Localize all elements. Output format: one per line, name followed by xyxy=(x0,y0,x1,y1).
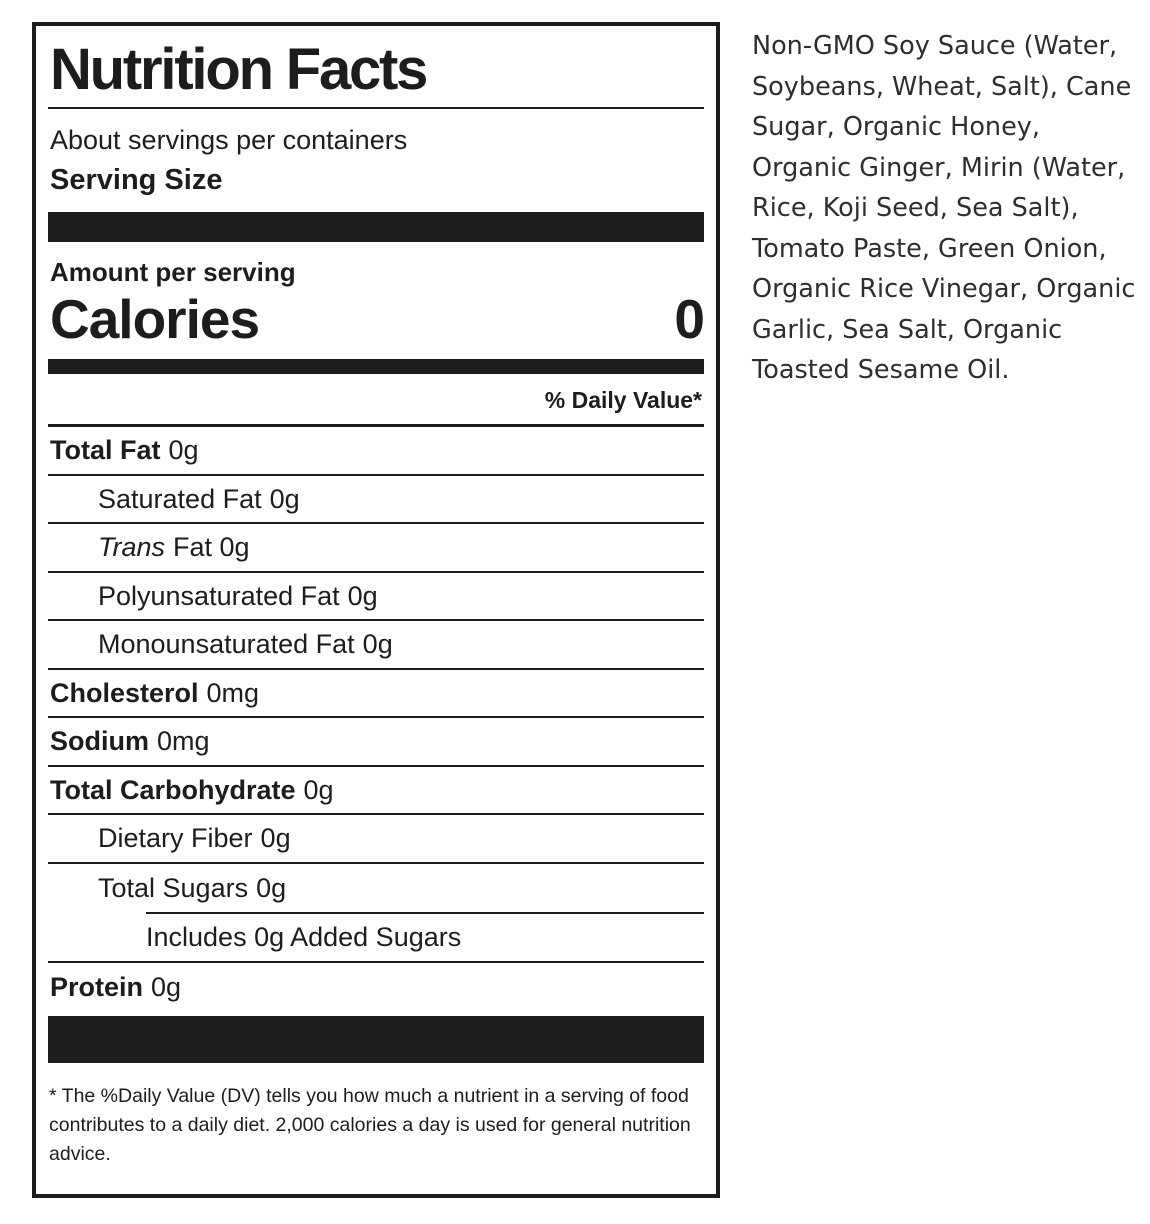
nutrient-name: Cholesterol xyxy=(50,677,199,708)
nutrient-value: 0mg xyxy=(157,726,210,757)
calories-value: 0 xyxy=(674,288,705,351)
nutrient-value: 0g xyxy=(256,872,287,903)
row-total-sugars: Total Sugars 0g xyxy=(48,864,704,913)
nutrient-name: Includes 0g Added Sugars xyxy=(146,922,462,953)
nutrient-name: Protein xyxy=(50,971,144,1002)
daily-value-footnote: * The %Daily Value (DV) tells you how mu… xyxy=(49,1085,691,1166)
nutrient-value: 0g xyxy=(303,774,334,805)
nutrient-name: Dietary Fiber xyxy=(98,823,253,854)
row-added-sugars: Includes 0g Added Sugars xyxy=(48,914,704,963)
nutrient-name: Sodium xyxy=(50,726,149,757)
nutrient-value: 0g xyxy=(168,435,199,466)
title-divider xyxy=(48,106,704,109)
nutrient-name: Total Carbohydrate xyxy=(50,774,296,805)
nutrient-value: 0g xyxy=(260,823,291,854)
nutrition-facts-panel: Nutrition Facts About servings per conta… xyxy=(32,22,720,1198)
row-saturated-fat: Saturated Fat 0g xyxy=(48,476,704,525)
ingredients-list: Non-GMO Soy Sauce (Water, Soybeans, Whea… xyxy=(752,31,1136,385)
added-sugars-divider xyxy=(146,912,704,915)
row-polyunsaturated-fat: Polyunsaturated Fat 0g xyxy=(48,573,704,622)
amount-per-serving-label: Amount per serving xyxy=(50,257,296,288)
row-trans-fat: Trans Fat 0g xyxy=(48,524,704,573)
nutrient-name: Saturated Fat xyxy=(98,483,262,514)
row-total-fat: Total Fat 0g xyxy=(48,427,704,476)
row-cholesterol: Cholesterol 0mg xyxy=(48,670,704,719)
nutrient-value: 0g xyxy=(362,629,393,660)
nutrient-name: Monounsaturated Fat xyxy=(98,629,355,660)
nutrient-value: Fat 0g xyxy=(173,532,250,563)
row-dietary-fiber: Dietary Fiber 0g xyxy=(48,815,704,864)
row-protein: Protein 0g xyxy=(48,963,704,1012)
serving-size-label: Serving Size xyxy=(50,164,223,197)
nutrient-name: Total Fat xyxy=(50,435,161,466)
row-sodium: Sodium 0mg xyxy=(48,718,704,767)
nutrient-name: Trans xyxy=(98,532,166,563)
calories-row: Calories 0 xyxy=(48,288,705,358)
calories-black-bar xyxy=(48,358,704,374)
nutrition-facts-title: Nutrition Facts xyxy=(50,37,428,102)
nutrient-rows: Total Fat 0g Saturated Fat 0g Trans Fat … xyxy=(48,427,704,1011)
servings-per-container-text: About servings per containers xyxy=(50,124,408,155)
footer-black-bar xyxy=(48,1016,704,1064)
nutrient-value: 0mg xyxy=(206,677,260,708)
row-total-carbohydrate: Total Carbohydrate 0g xyxy=(48,767,704,816)
nutrient-value: 0g xyxy=(269,483,300,514)
nutrient-name: Polyunsaturated Fat xyxy=(98,580,340,611)
nutrient-name: Total Sugars xyxy=(98,872,249,903)
row-monounsaturated-fat: Monounsaturated Fat 0g xyxy=(48,621,704,670)
calories-label: Calories xyxy=(50,288,260,351)
nutrient-value: 0g xyxy=(347,580,378,611)
daily-value-header: % Daily Value* xyxy=(48,374,704,428)
nutrient-value: 0g xyxy=(151,971,182,1002)
serving-size-black-bar xyxy=(48,212,704,243)
